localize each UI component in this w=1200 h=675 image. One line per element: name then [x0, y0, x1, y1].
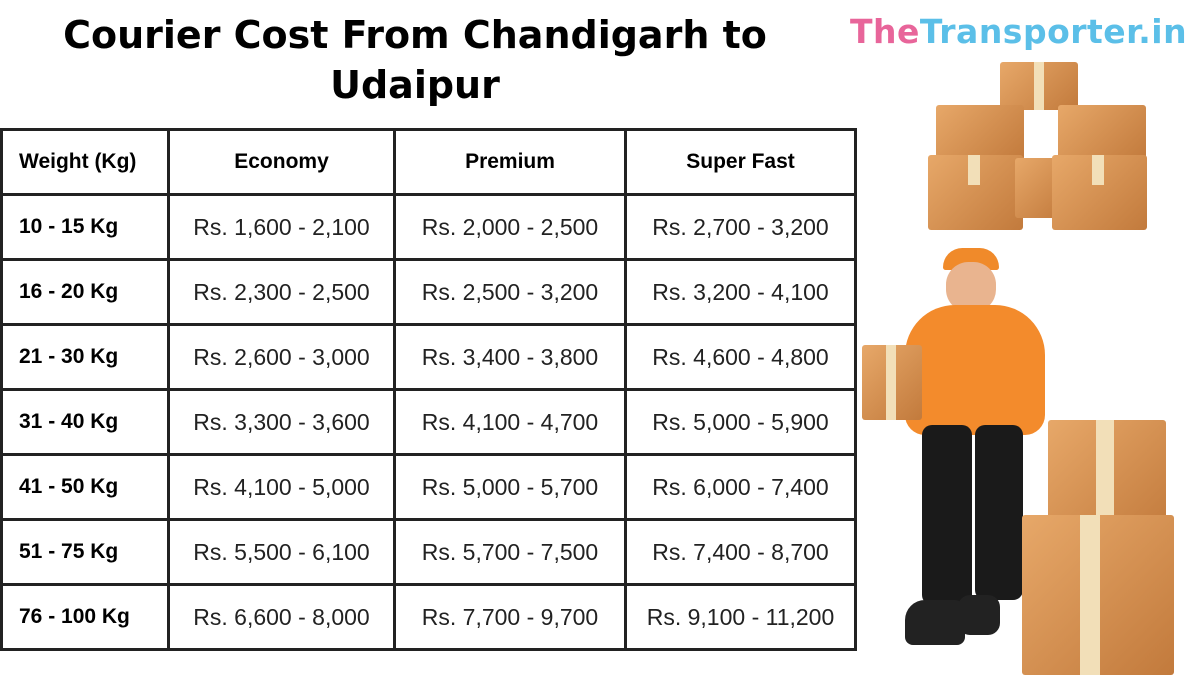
price-cell: Rs. 2,000 - 2,500	[393, 193, 627, 261]
table-row: 10 - 15 Kg Rs. 1,600 - 2,100 Rs. 2,000 - 2…	[0, 193, 857, 261]
logo-part1: The	[850, 12, 920, 51]
price-cell: Rs. 2,300 - 2,500	[167, 258, 396, 326]
weight-cell: 31 - 40 Kg	[0, 388, 170, 456]
table-header-row: Weight (Kg) Economy Premium Super Fast	[0, 128, 857, 196]
price-cell: Rs. 2,600 - 3,000	[167, 323, 396, 391]
table-row: 31 - 40 Kg Rs. 3,300 - 3,600 Rs. 4,100 - 4…	[0, 388, 857, 456]
price-cell: Rs. 7,400 - 8,700	[624, 518, 857, 586]
logo-part2: Transporter.in	[919, 12, 1188, 51]
table-row: 41 - 50 Kg Rs. 4,100 - 5,000 Rs. 5,000 - 5…	[0, 453, 857, 521]
price-cell: Rs. 6,000 - 7,400	[624, 453, 857, 521]
price-cell: Rs. 1,600 - 2,100	[167, 193, 396, 261]
logo: TheTransporter.in	[850, 12, 1187, 51]
price-cell: Rs. 5,000 - 5,900	[624, 388, 857, 456]
price-cell: Rs. 6,600 - 8,000	[167, 583, 396, 651]
column-header: Weight (Kg)	[0, 128, 170, 196]
price-cell: Rs. 3,200 - 4,100	[624, 258, 857, 326]
cost-table: Weight (Kg) Economy Premium Super Fast 10 -…	[0, 128, 857, 651]
price-cell: Rs. 4,100 - 5,000	[167, 453, 396, 521]
column-header: Super Fast	[624, 128, 857, 196]
price-cell: Rs. 5,000 - 5,700	[393, 453, 627, 521]
table-row: 76 - 100 Kg Rs. 6,600 - 8,000 Rs. 7,700 - …	[0, 583, 857, 651]
page-title: Courier Cost From Chandigarh to Udaipur	[63, 13, 767, 107]
price-cell: Rs. 5,500 - 6,100	[167, 518, 396, 586]
table-row: 21 - 30 Kg Rs. 2,600 - 3,000 Rs. 3,400 - 3…	[0, 323, 857, 391]
table-row: 51 - 75 Kg Rs. 5,500 - 6,100 Rs. 5,700 - 7…	[0, 518, 857, 586]
price-cell: Rs. 4,100 - 4,700	[393, 388, 627, 456]
price-cell: Rs. 5,700 - 7,500	[393, 518, 627, 586]
price-cell: Rs. 2,700 - 3,200	[624, 193, 857, 261]
price-cell: Rs. 7,700 - 9,700	[393, 583, 627, 651]
weight-cell: 51 - 75 Kg	[0, 518, 170, 586]
price-cell: Rs. 9,100 - 11,200	[624, 583, 857, 651]
price-cell: Rs. 2,500 - 3,200	[393, 258, 627, 326]
price-cell: Rs. 3,300 - 3,600	[167, 388, 396, 456]
column-header: Premium	[393, 128, 627, 196]
weight-cell: 10 - 15 Kg	[0, 193, 170, 261]
table-row: 16 - 20 Kg Rs. 2,300 - 2,500 Rs. 2,500 - 3…	[0, 258, 857, 326]
weight-cell: 76 - 100 Kg	[0, 583, 170, 651]
weight-cell: 16 - 20 Kg	[0, 258, 170, 326]
weight-cell: 21 - 30 Kg	[0, 323, 170, 391]
price-cell: Rs. 4,600 - 4,800	[624, 323, 857, 391]
column-header: Economy	[167, 128, 396, 196]
price-cell: Rs. 3,400 - 3,800	[393, 323, 627, 391]
weight-cell: 41 - 50 Kg	[0, 453, 170, 521]
